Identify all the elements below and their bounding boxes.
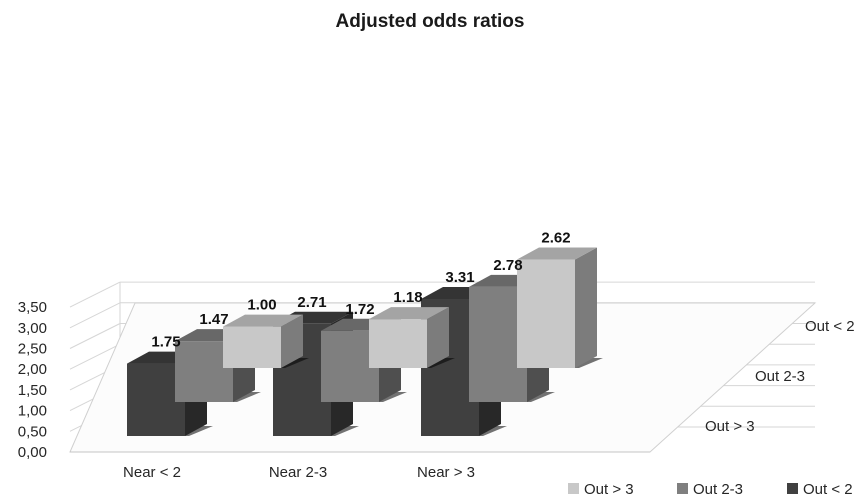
bar-side [427, 307, 449, 368]
gridline [69, 302, 121, 329]
y-tick-label: 1,50 [18, 382, 47, 399]
y-tick-label: 3,50 [18, 299, 47, 316]
labels: 1.75 2.71 3.31 1.47 1.72 2.78 1.00 1.18 2.62 Near… [123, 230, 855, 481]
legend-swatch [677, 483, 688, 494]
data-label: 2.78 [493, 257, 522, 274]
legend-swatch [787, 483, 798, 494]
bar-top [223, 314, 303, 327]
legend-label: Out < 2 [803, 481, 853, 498]
y-tick-label: 0,00 [18, 444, 47, 461]
gridline [69, 323, 121, 349]
chart-title: Adjusted odds ratios [336, 11, 525, 32]
depth-label: Out > 3 [705, 418, 755, 435]
data-label: 1.47 [199, 311, 228, 328]
y-tick-label: 2,50 [18, 341, 47, 358]
data-label: 2.71 [297, 294, 326, 311]
y-tick-label: 3,00 [18, 320, 47, 337]
depth-label: Out < 2 [805, 318, 855, 335]
category-label: Near > 3 [417, 464, 475, 481]
category-label: Near 2-3 [269, 464, 327, 481]
data-label: 1.18 [393, 289, 422, 306]
legend-label: Out 2-3 [693, 481, 743, 498]
bar-top [369, 307, 449, 320]
legend: Out > 3 Out 2-3 Out < 2 [568, 481, 853, 498]
bar-top [517, 247, 597, 260]
bar-front [223, 326, 281, 368]
bar-front [369, 319, 427, 368]
y-tick-label: 1,00 [18, 403, 47, 420]
gridline [69, 343, 121, 370]
data-label: 3.31 [445, 269, 474, 286]
gridline [69, 281, 121, 308]
bar-front [517, 259, 575, 368]
bar-out-3-near-2-3 [369, 307, 455, 368]
legend-label: Out > 3 [584, 481, 634, 498]
legend-swatch [568, 483, 579, 494]
bar-side [575, 247, 597, 368]
data-label: 1.00 [247, 297, 276, 314]
legend-item: Out 2-3 [677, 481, 743, 498]
category-label: Near < 2 [123, 464, 181, 481]
data-label: 1.72 [345, 301, 374, 318]
bar-out-3-near-3 [517, 247, 603, 368]
depth-label: Out 2-3 [755, 368, 805, 385]
y-tick-label: 2,00 [18, 361, 47, 378]
data-label: 2.62 [541, 230, 570, 247]
bar-out-3-near-2 [223, 314, 309, 368]
bars [127, 247, 603, 436]
bar-side [281, 314, 303, 368]
data-label: 1.75 [151, 334, 180, 351]
legend-item: Out > 3 [568, 481, 634, 498]
legend-item: Out < 2 [787, 481, 853, 498]
y-tick-label: 0,50 [18, 423, 47, 440]
